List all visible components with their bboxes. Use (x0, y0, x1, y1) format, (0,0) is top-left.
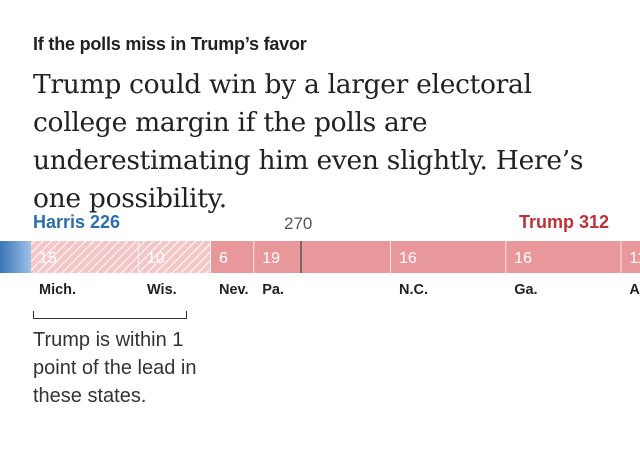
state-votes-label: 10 (147, 250, 165, 267)
state-name-label: N.C. (399, 282, 428, 298)
state-name-label: Ariz. (629, 282, 640, 298)
trump-total-label: Trump 312 (518, 212, 609, 232)
state-name-label: Ga. (514, 282, 538, 298)
state-segment-ga (506, 241, 622, 273)
state-votes-label: 19 (262, 250, 280, 267)
state-segment-mich (31, 241, 139, 273)
harris-safe-segment (0, 241, 31, 273)
state-votes-label: 16 (514, 250, 532, 267)
annotation-bracket (33, 311, 187, 319)
state-votes-label: 11 (629, 250, 640, 267)
state-votes-label: 16 (399, 250, 417, 267)
state-segment-wis (139, 241, 211, 273)
state-votes-label: 15 (39, 250, 57, 267)
state-name-label: Wis. (147, 282, 177, 298)
threshold-label: 270 (284, 214, 313, 233)
state-segment-ariz (621, 241, 640, 273)
state-votes-label: 6 (219, 250, 228, 267)
state-name-label: Nev. (219, 282, 249, 298)
annotation-text: Trump is within 1 point of the lead in t… (33, 329, 197, 407)
state-segment-pa (254, 241, 391, 273)
state-name-label: Mich. (39, 282, 77, 298)
state-segment-nev (211, 241, 255, 273)
chart-kicker: If the polls miss in Trump’s favor (33, 34, 307, 54)
electoral-bar-svg: 15 10 6 19 16 16 11 (0, 241, 640, 273)
state-segment-nc (391, 241, 507, 273)
state-name-label: Pa. (262, 282, 284, 298)
electoral-bar: 15 10 6 19 16 16 11 (0, 241, 640, 273)
harris-total-label: Harris 226 (33, 212, 121, 232)
chart-headline: Trump could win by a larger electoral co… (33, 69, 584, 214)
